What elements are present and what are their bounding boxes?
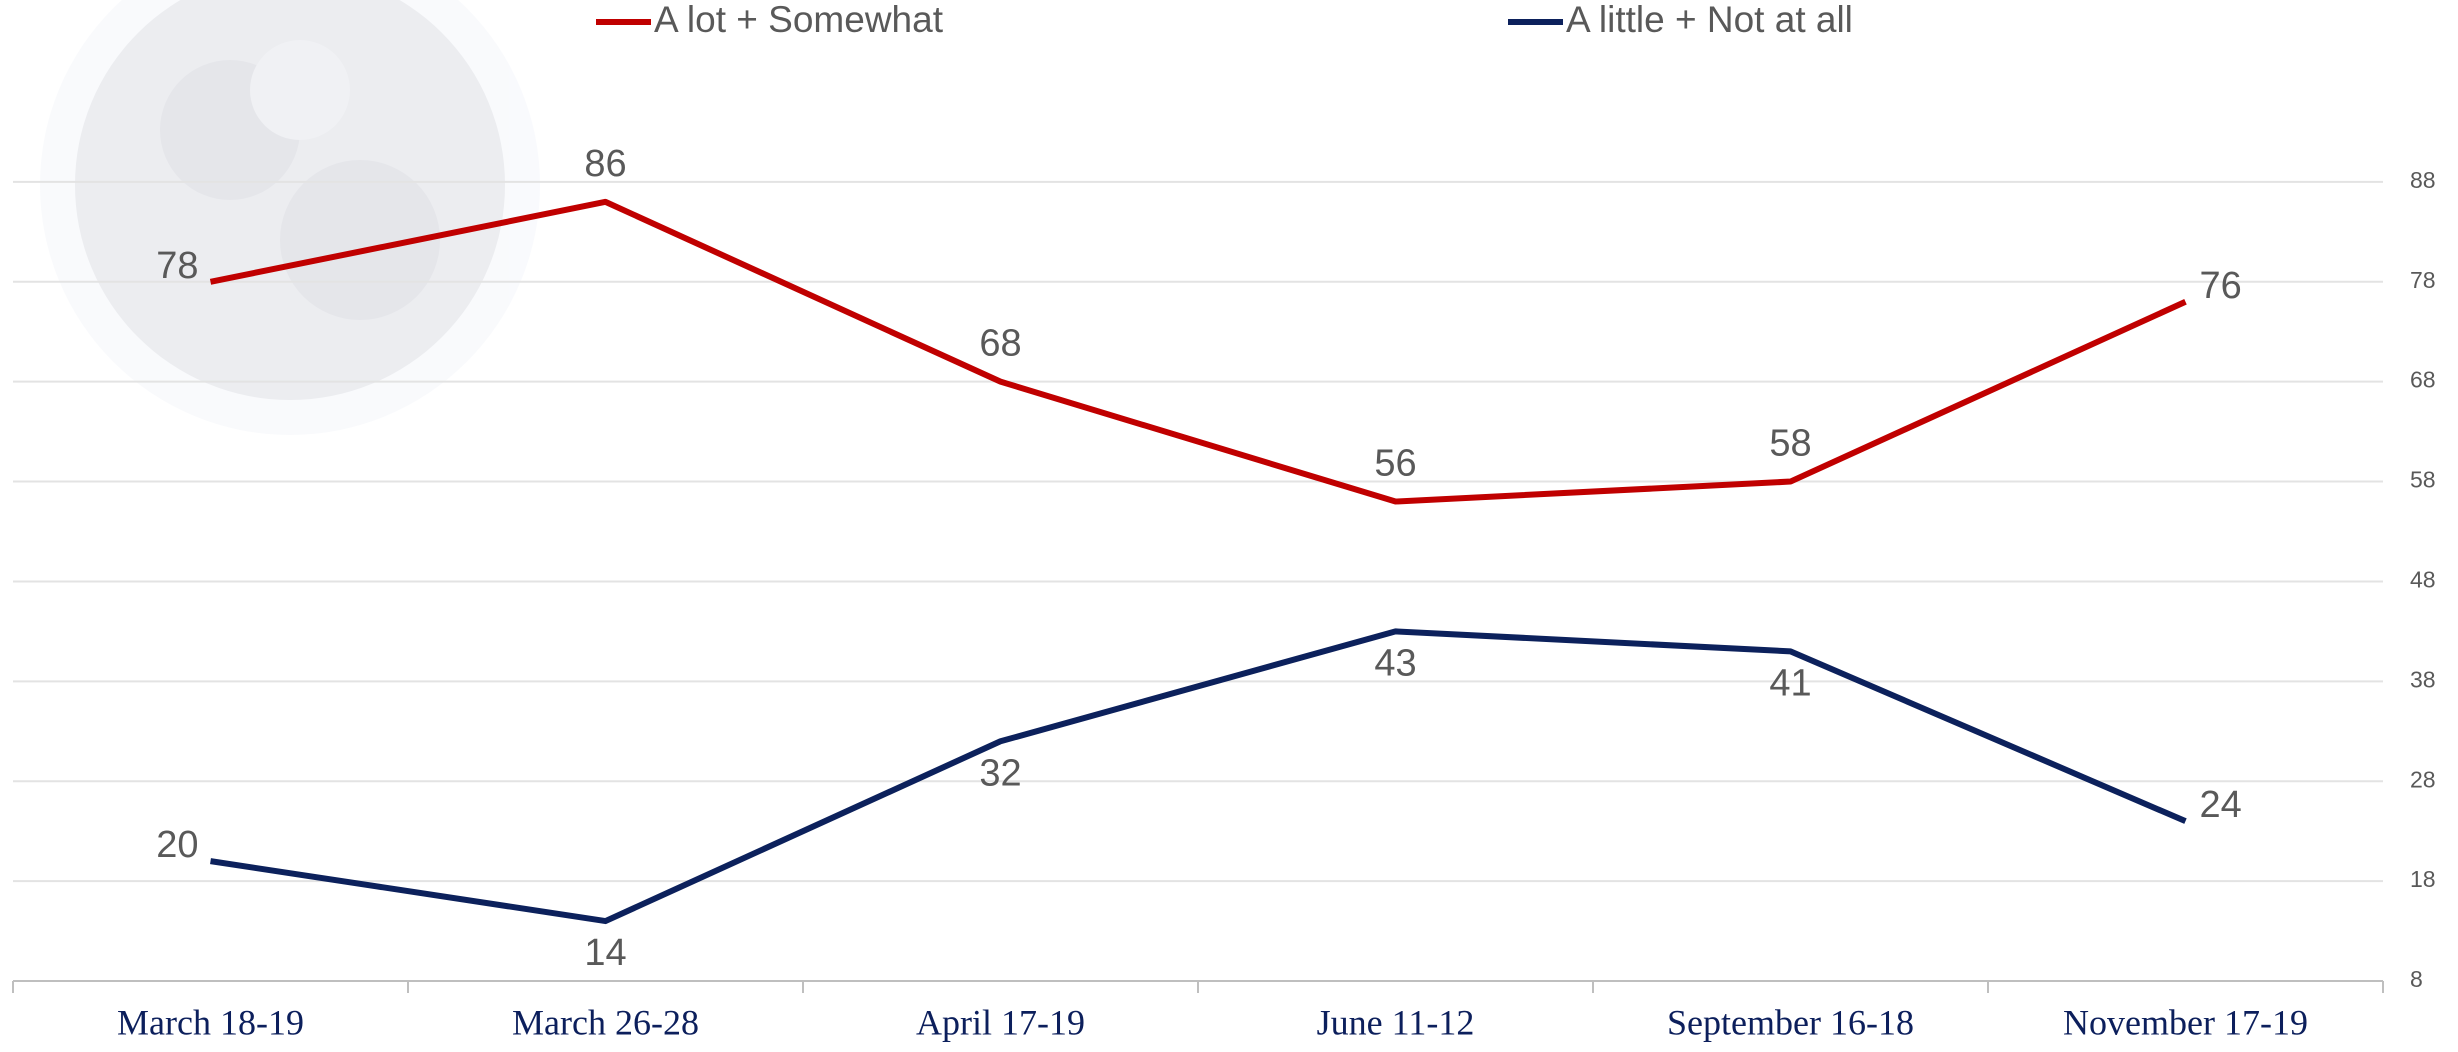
- data-label: 78: [156, 245, 198, 287]
- data-label: 32: [979, 752, 1021, 794]
- x-tick-label: March 18-19: [117, 1002, 304, 1042]
- data-label: 68: [979, 323, 1021, 365]
- data-label: 58: [1769, 423, 1811, 465]
- data-label: 76: [2200, 265, 2242, 307]
- x-tick-label: November 17-19: [2063, 1002, 2308, 1042]
- x-tick-label: April 17-19: [916, 1002, 1085, 1042]
- data-label: 41: [1769, 662, 1811, 704]
- y-tick-label: 38: [2410, 666, 2436, 692]
- x-tick-label: September 16-18: [1667, 1002, 1914, 1042]
- chart: A lot + Somewhat A little + Not at all 8 1…: [0, 0, 2458, 1052]
- virus-decoration: [40, 0, 540, 435]
- legend-label: A lot + Somewhat: [654, 0, 944, 40]
- y-tick-label: 8: [2410, 966, 2423, 992]
- x-tick-label: March 26-28: [512, 1002, 699, 1042]
- data-label: 24: [2200, 784, 2242, 826]
- x-tick-label: June 11-12: [1317, 1002, 1475, 1042]
- legend-label: A little + Not at all: [1566, 0, 1853, 40]
- data-label: 20: [156, 824, 198, 866]
- y-tick-label: 28: [2410, 766, 2436, 792]
- y-tick-label: 58: [2410, 467, 2436, 493]
- data-label: 86: [584, 143, 626, 185]
- data-label: 14: [584, 932, 626, 974]
- y-tick-label: 48: [2410, 567, 2436, 593]
- y-tick-label: 78: [2410, 267, 2436, 293]
- line-series: [211, 631, 2186, 921]
- y-tick-label: 88: [2410, 167, 2436, 193]
- legend: A lot + Somewhat A little + Not at all: [596, 0, 1853, 40]
- y-tick-label: 18: [2410, 866, 2436, 892]
- y-tick-label: 68: [2410, 367, 2436, 393]
- data-label: 56: [1374, 443, 1416, 485]
- data-label: 43: [1374, 642, 1416, 684]
